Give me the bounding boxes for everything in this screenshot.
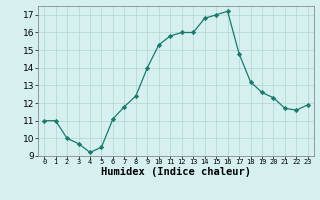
X-axis label: Humidex (Indice chaleur): Humidex (Indice chaleur) (101, 167, 251, 177)
